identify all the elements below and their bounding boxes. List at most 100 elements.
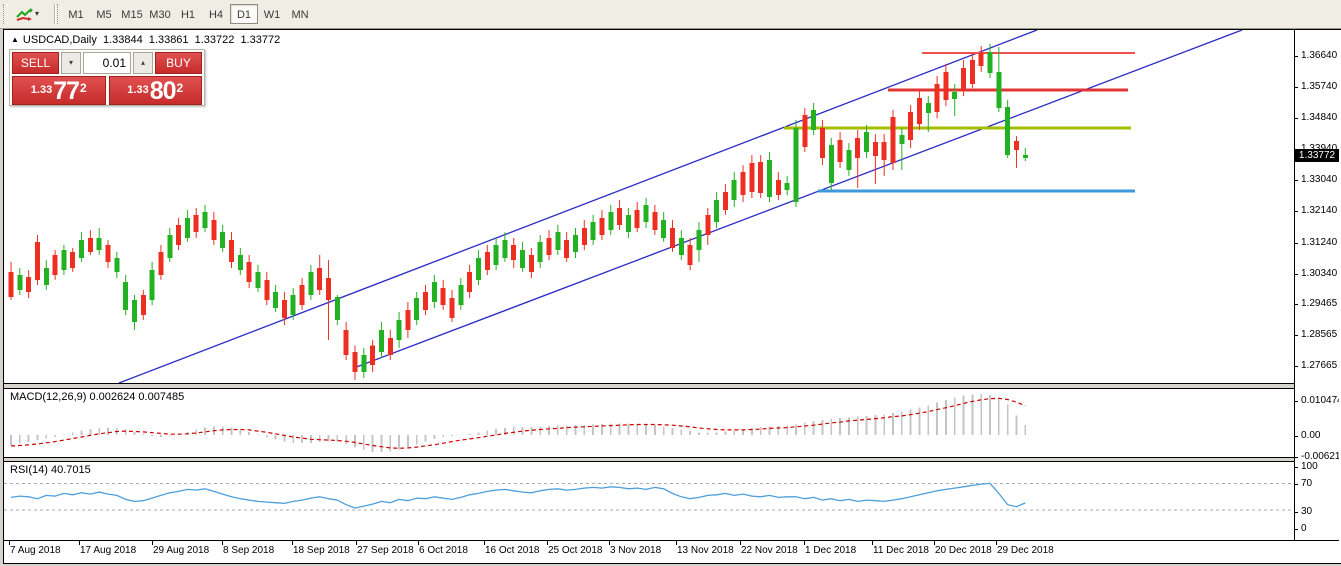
- timeframe-button-m1[interactable]: M1: [68, 9, 84, 21]
- macd-axis-0.010474: 0.010474: [1301, 395, 1339, 406]
- date-label: 8 Sep 2018: [223, 545, 275, 556]
- rsi-axis-30: 30: [1301, 506, 1313, 517]
- date-tick: [996, 541, 997, 545]
- rsi-axis-0-tick: [1294, 529, 1298, 530]
- date-tick: [804, 541, 805, 545]
- price-tick-1.35740-tick: [1294, 87, 1298, 89]
- rsi-indicator-area[interactable]: [4, 462, 1294, 540]
- toolbar-separator: [54, 4, 55, 24]
- channel-upper-trendline: [118, 30, 1038, 383]
- price-tick-1.33040-tick: [1294, 180, 1298, 182]
- timeframe-button-h4[interactable]: H4: [208, 9, 224, 21]
- ohlc-high: 1.33861: [148, 34, 189, 46]
- volume-decrease-button[interactable]: ▾: [61, 52, 81, 74]
- buy-price-point: 2: [176, 81, 184, 95]
- charts-toolbar-button[interactable]: ▾: [12, 3, 50, 25]
- buy-button[interactable]: BUY: [155, 52, 202, 74]
- date-label: 16 Oct 2018: [485, 545, 540, 556]
- date-label: 7 Aug 2018: [10, 545, 61, 556]
- date-tick: [934, 541, 935, 545]
- panel-separator-2[interactable]: [4, 457, 1339, 462]
- price-tick-1.27665-tick: [1294, 366, 1298, 367]
- price-tick-1.31240: 1.31240: [1301, 236, 1338, 248]
- candlestick-chart-icon: [16, 7, 33, 22]
- date-label: 29 Aug 2018: [153, 545, 210, 556]
- price-tick-1.28565-tick: [1294, 334, 1298, 336]
- ohlc-close: 1.33772: [240, 34, 281, 46]
- macd-axis--0.006218-tick: [1294, 457, 1298, 458]
- timeframe-button-m5[interactable]: M5: [96, 9, 112, 21]
- buy-price-display[interactable]: 1.33 80 2: [108, 76, 202, 105]
- time-axis[interactable]: 7 Aug 2018 17 Aug 2018 29 Aug 2018 8 Sep 20…: [4, 540, 1339, 561]
- date-tick: [356, 541, 357, 545]
- date-label: 13 Nov 2018: [677, 545, 734, 556]
- price-axis[interactable]: [1294, 30, 1339, 540]
- buy-price-pips: 80: [149, 77, 177, 105]
- toolbar-grip[interactable]: [3, 4, 8, 24]
- chevron-down-icon[interactable]: ▾: [35, 9, 40, 18]
- timeframe-button-mn[interactable]: MN: [291, 9, 309, 21]
- price-chart-area[interactable]: [4, 30, 1294, 383]
- symbol-marker-icon: ▲: [11, 35, 19, 44]
- date-label: 29 Dec 2018: [997, 545, 1054, 556]
- price-tick-1.29465: 1.29465: [1301, 297, 1338, 309]
- date-tick: [79, 541, 80, 545]
- date-label: 11 Dec 2018: [873, 545, 929, 556]
- date-tick: [418, 541, 419, 545]
- ohlc-open: 1.33844: [102, 34, 143, 46]
- volume-increase-button[interactable]: ▴: [133, 52, 153, 74]
- macd-axis--0.006218: -0.006218: [1301, 451, 1339, 462]
- toolbar-grip-2[interactable]: [57, 4, 62, 24]
- date-label: 22 Nov 2018: [741, 545, 798, 556]
- price-tick-1.34840: 1.34840: [1301, 112, 1338, 124]
- chart-title: ▲ USDCAD,Daily 1.33844 1.33861 1.33722 1.…: [11, 34, 283, 46]
- timeframe-button-h1[interactable]: H1: [180, 9, 196, 21]
- macd-axis-0.00: 0.00: [1301, 430, 1321, 441]
- timeframe-button-m15[interactable]: M15: [121, 9, 143, 21]
- date-tick: [484, 541, 485, 545]
- price-tick-1.32140: 1.32140: [1301, 205, 1338, 217]
- sell-price-pips: 77: [53, 77, 80, 105]
- rsi-axis-70: 70: [1301, 478, 1313, 489]
- sell-price-point: 2: [80, 81, 87, 95]
- volume-input[interactable]: 0.01: [83, 52, 131, 74]
- price-tick-1.33940: 1.33940: [1301, 143, 1337, 154]
- timeframe-button-w1[interactable]: W1: [263, 9, 281, 21]
- sell-price-base: 1.33: [30, 84, 53, 96]
- price-tick-1.30340-tick: [1294, 273, 1298, 275]
- macd-signal-line: [10, 397, 1026, 449]
- date-label: 3 Nov 2018: [610, 545, 662, 556]
- price-tick-1.30340: 1.30340: [1301, 267, 1338, 279]
- price-tick-1.28565: 1.28565: [1301, 328, 1338, 340]
- date-tick: [222, 541, 223, 545]
- rsi-axis-0: 0: [1301, 523, 1307, 534]
- date-label: 27 Sep 2018: [357, 545, 414, 556]
- rsi-axis-100-tick: [1294, 467, 1298, 468]
- date-tick: [872, 541, 873, 545]
- date-label: 1 Dec 2018: [805, 545, 857, 556]
- one-click-trading-panel: SELL ▾ 0.01 ▴ BUY 1.33 77 2 1.33 80 2: [9, 49, 205, 106]
- rsi-axis-30-tick: [1294, 512, 1298, 513]
- macd-label: MACD(12,26,9) 0.002624 0.007485: [10, 391, 185, 403]
- date-label: 20 Dec 2018: [935, 545, 992, 556]
- sell-price-display[interactable]: 1.33 77 2: [12, 76, 106, 105]
- chart-window: ▲ USDCAD,Daily 1.33844 1.33861 1.33722 1.…: [3, 29, 1341, 564]
- panel-separator-1[interactable]: [4, 383, 1339, 389]
- date-tick: [9, 541, 10, 545]
- macd-axis-0.00-tick: [1294, 436, 1298, 437]
- price-tick-1.32140-tick: [1294, 211, 1298, 213]
- timeframe-button-m30[interactable]: M30: [149, 9, 171, 21]
- timeframe-button-d1[interactable]: D1: [230, 4, 258, 24]
- buy-price-base: 1.33: [127, 84, 149, 96]
- timeframe-button-group: M1 M5 M15 M30 H1 H4 D1 W1 MN: [62, 4, 314, 24]
- date-tick: [547, 541, 548, 545]
- macd-indicator-area[interactable]: [4, 389, 1294, 457]
- date-label: 17 Aug 2018: [80, 545, 137, 556]
- date-tick: [609, 541, 610, 545]
- price-tick-1.36640: 1.36640: [1301, 49, 1338, 61]
- sell-button[interactable]: SELL: [12, 52, 59, 74]
- rsi-axis-100: 100: [1301, 461, 1318, 472]
- ohlc-low: 1.33722: [194, 34, 235, 46]
- price-tick-1.31240-tick: [1294, 242, 1298, 244]
- macd-axis-0.010474-tick: [1294, 401, 1298, 402]
